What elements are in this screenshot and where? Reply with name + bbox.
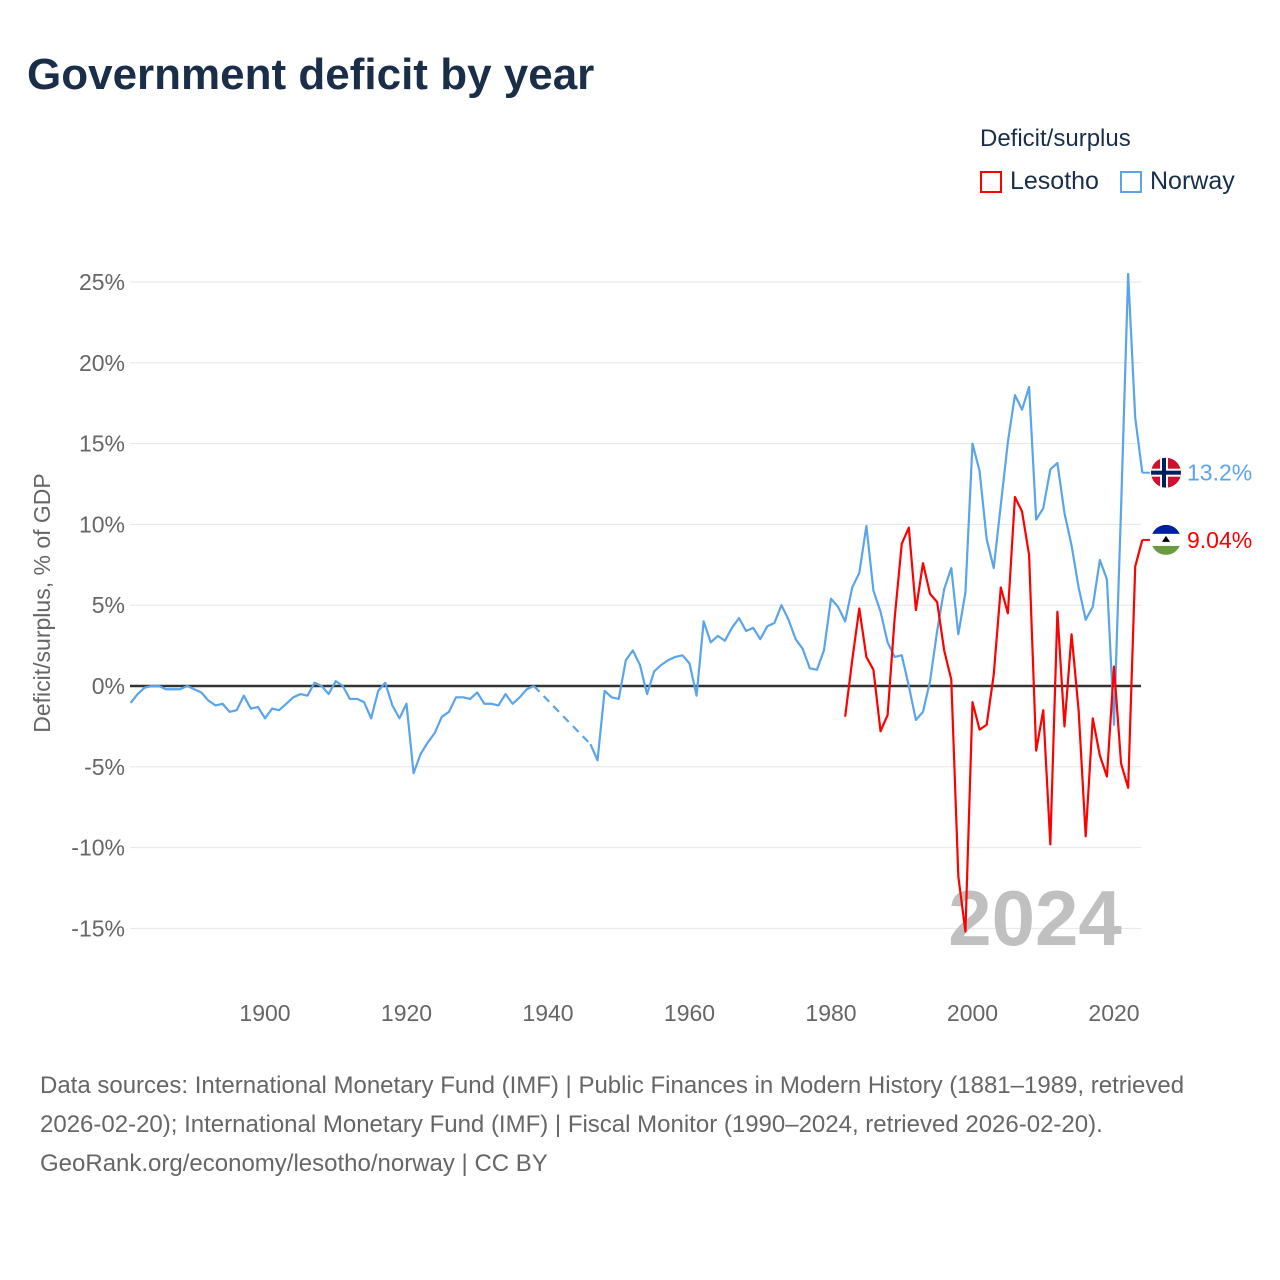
series-norway: 13.2% [129, 272, 1252, 775]
x-tick-label: 1920 [381, 1000, 432, 1026]
x-tick-label: 1900 [239, 1000, 290, 1026]
flag-cross [1162, 457, 1166, 488]
norway-flag-icon [1151, 457, 1181, 488]
credit-link[interactable]: GeoRank.org/economy/lesotho/norway | CC … [40, 1150, 548, 1177]
year-watermark: 2024 [948, 874, 1122, 962]
y-tick-label: 20% [79, 350, 125, 376]
legend-swatch-norway [1120, 170, 1142, 193]
legend-label: Lesotho [1010, 167, 1099, 195]
x-tick-label: 1960 [664, 1000, 715, 1026]
y-tick-label: 10% [79, 511, 125, 537]
chart-title: Government deficit by year [27, 50, 595, 99]
flag-hat [1162, 535, 1170, 542]
x-tick-label: 1940 [522, 1000, 573, 1026]
series-line [589, 272, 1144, 762]
series-line [129, 680, 535, 775]
legend-swatch-lesotho [980, 170, 1002, 193]
legend-title: Deficit/surplus [980, 125, 1131, 152]
series-line [844, 495, 1144, 933]
x-tick-label: 2000 [947, 1000, 998, 1026]
flag-body [1151, 524, 1181, 555]
series-gap-line [533, 685, 592, 745]
x-tick-label: 2020 [1088, 1000, 1139, 1026]
flag-body [1151, 457, 1181, 488]
y-tick-label: 25% [79, 269, 125, 295]
data-sources: Data sources: International Monetary Fun… [40, 1072, 1185, 1138]
lesotho-flag-icon [1151, 524, 1181, 555]
y-tick-label: 5% [92, 592, 125, 618]
y-tick-label: -10% [71, 835, 125, 861]
legend-item-norway[interactable]: Norway [1120, 167, 1235, 196]
legend-item-lesotho[interactable]: Lesotho [980, 167, 1099, 196]
y-tick-label: -5% [84, 754, 125, 780]
y-tick-label: -15% [71, 915, 125, 941]
y-tick-label: 15% [79, 431, 125, 457]
y-axis-label: Deficit/surplus, % of GDP [29, 473, 55, 732]
flag-band [1151, 524, 1181, 534]
x-tick-label: 1980 [805, 1000, 856, 1026]
end-value-label: 9.04% [1187, 527, 1252, 553]
flag-band [1151, 545, 1181, 555]
legend-label: Norway [1150, 167, 1235, 195]
end-value-label: 13.2% [1187, 460, 1252, 486]
y-tick-label: 0% [92, 673, 125, 699]
footer: Data sources: International Monetary Fun… [40, 1066, 1240, 1183]
series-lesotho: 9.04% [844, 495, 1252, 933]
